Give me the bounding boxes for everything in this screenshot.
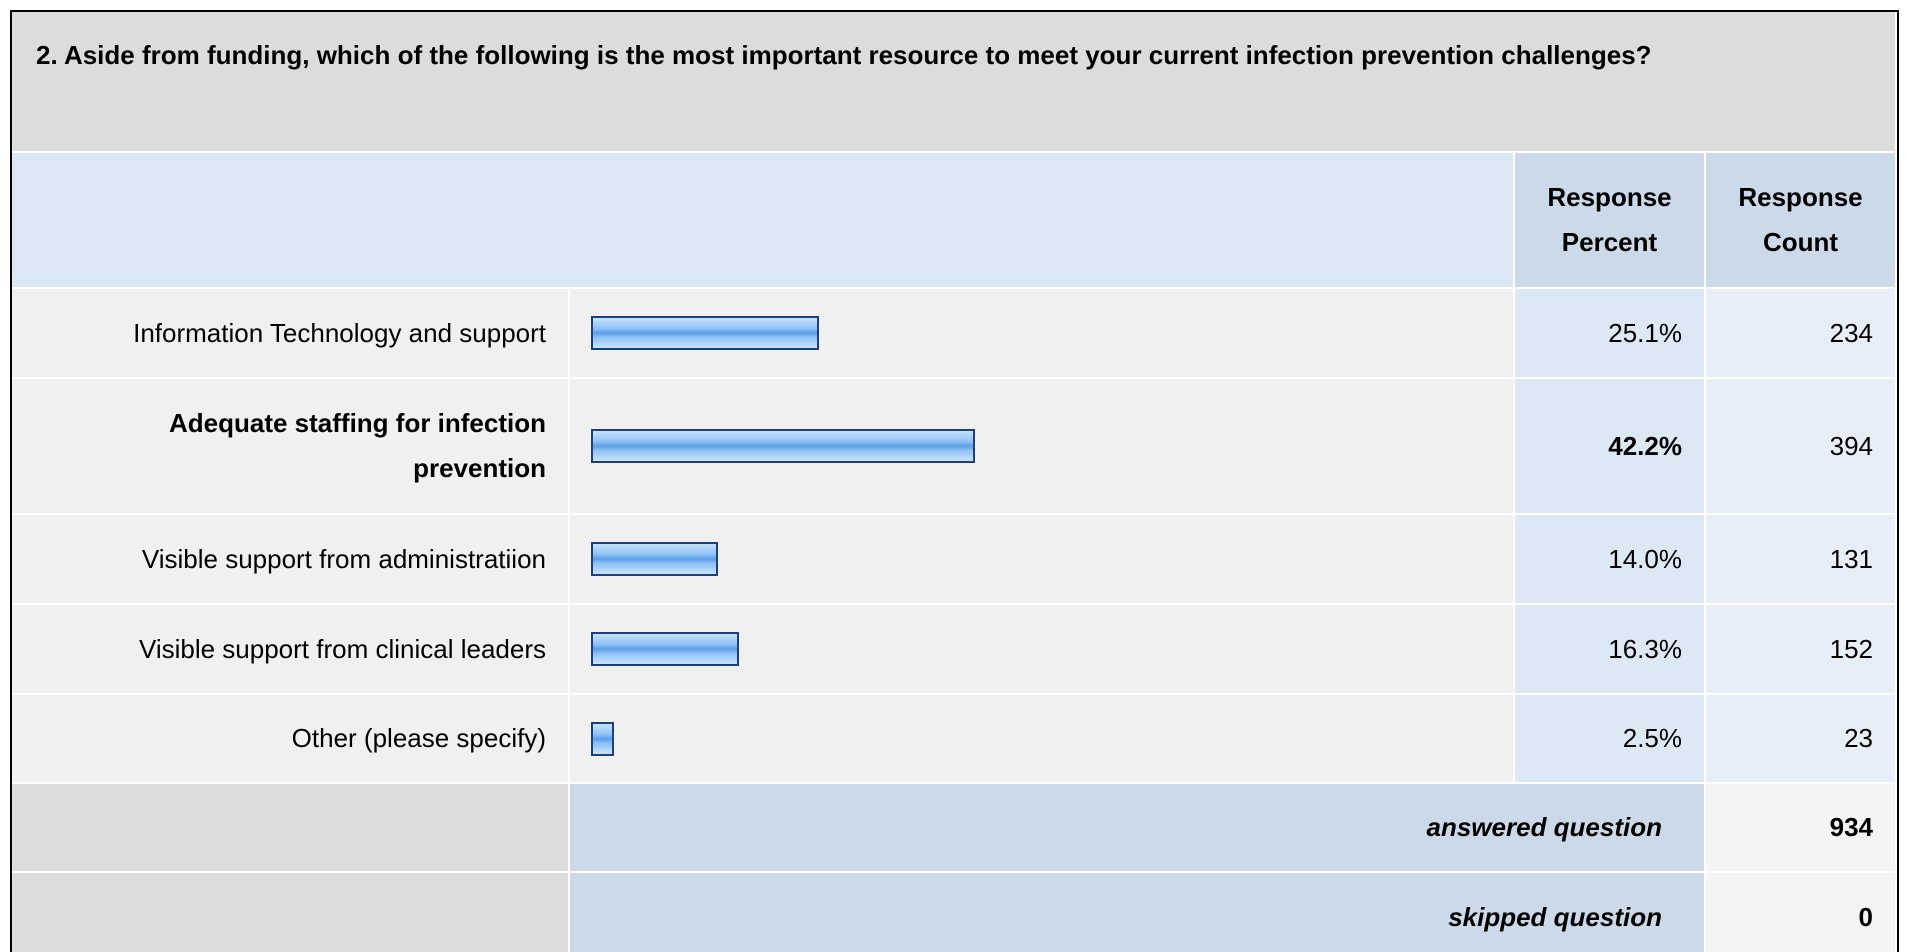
response-count: 152 [1706, 605, 1895, 693]
bar [591, 632, 740, 666]
response-count: 131 [1706, 515, 1895, 603]
response-percent: 16.3% [1515, 605, 1704, 693]
answer-label: Other (please specify) [12, 695, 568, 782]
answer-label: Visible support from administratiion [12, 515, 568, 603]
answer-label: Information Technology and support [12, 289, 568, 377]
bar [591, 429, 976, 463]
response-count: 23 [1706, 695, 1895, 782]
header-blank [12, 153, 1513, 287]
summary-value: 0 [1706, 873, 1895, 952]
question-title: 2. Aside from funding, which of the foll… [12, 12, 1895, 151]
response-count: 234 [1706, 289, 1895, 377]
bar [591, 316, 820, 350]
summary-value: 934 [1706, 784, 1895, 871]
bar [591, 721, 614, 756]
response-count: 394 [1706, 379, 1895, 513]
summary-blank [12, 873, 568, 952]
column-header: Response Percent [1515, 153, 1704, 287]
response-percent: 42.2% [1515, 379, 1704, 513]
bar-cell [570, 515, 1513, 603]
bar [591, 542, 719, 576]
response-percent: 2.5% [1515, 695, 1704, 782]
response-percent: 25.1% [1515, 289, 1704, 377]
summary-label: answered question [570, 784, 1704, 871]
bar-cell [570, 695, 1513, 782]
answer-label: Adequate staffing for infection preventi… [12, 379, 568, 513]
summary-blank [12, 784, 568, 871]
response-percent: 14.0% [1515, 515, 1704, 603]
summary-label: skipped question [570, 873, 1704, 952]
column-header: Response Count [1706, 153, 1895, 287]
answer-label: Visible support from clinical leaders [12, 605, 568, 693]
